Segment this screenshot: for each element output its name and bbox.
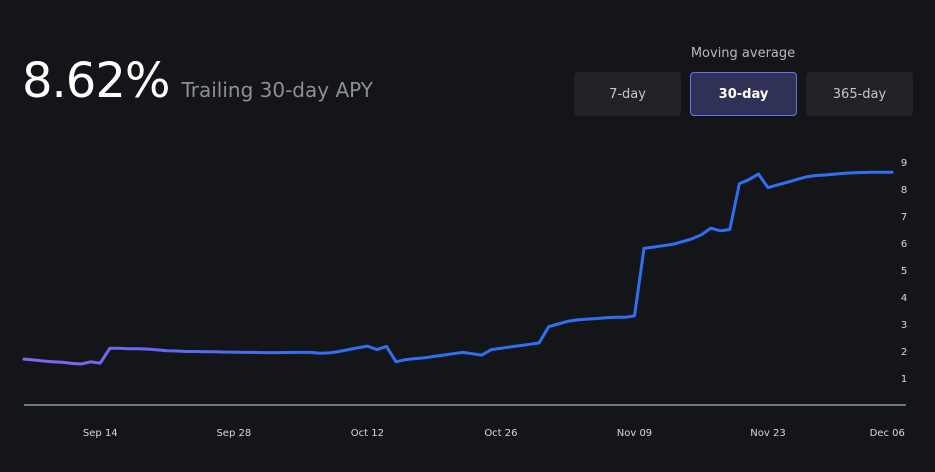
y-axis-ticks: 1 2 3 4 5 6 7 8 9 bbox=[901, 158, 907, 385]
apy-series-line bbox=[22, 170, 894, 366]
x-tick-label: Sep 28 bbox=[216, 428, 251, 439]
y-tick-label: 7 bbox=[901, 212, 907, 223]
y-tick-label: 4 bbox=[901, 293, 907, 304]
y-tick-label: 3 bbox=[901, 320, 907, 331]
x-tick-label: Oct 12 bbox=[351, 428, 384, 439]
ma-365-day-button[interactable]: 365-day bbox=[806, 72, 913, 116]
y-tick-label: 9 bbox=[901, 158, 907, 169]
y-tick-label: 2 bbox=[901, 347, 907, 358]
y-tick-label: 5 bbox=[901, 266, 907, 277]
x-axis-ticks: Sep 14 Sep 28 Oct 12 Oct 26 Nov 09 Nov 23 Dec … bbox=[83, 428, 905, 439]
x-tick-label: Nov 09 bbox=[617, 428, 652, 439]
apy-caption: Trailing 30-day APY bbox=[181, 78, 373, 102]
ma-30-day-button[interactable]: 30-day bbox=[690, 72, 797, 116]
x-tick-label: Dec 06 bbox=[870, 428, 905, 439]
apy-value: 8.62% bbox=[22, 53, 170, 109]
moving-average-selector: 7-day 30-day 365-day bbox=[574, 72, 913, 116]
apy-headline: 8.62% Trailing 30-day APY bbox=[22, 57, 373, 105]
ma-7-day-button[interactable]: 7-day bbox=[574, 72, 681, 116]
y-tick-label: 8 bbox=[901, 185, 907, 196]
x-tick-label: Oct 26 bbox=[484, 428, 517, 439]
moving-average-label: Moving average bbox=[690, 46, 796, 61]
x-tick-label: Sep 14 bbox=[83, 428, 118, 439]
y-tick-label: 1 bbox=[901, 374, 907, 385]
y-tick-label: 6 bbox=[901, 239, 907, 250]
x-tick-label: Nov 23 bbox=[750, 428, 785, 439]
